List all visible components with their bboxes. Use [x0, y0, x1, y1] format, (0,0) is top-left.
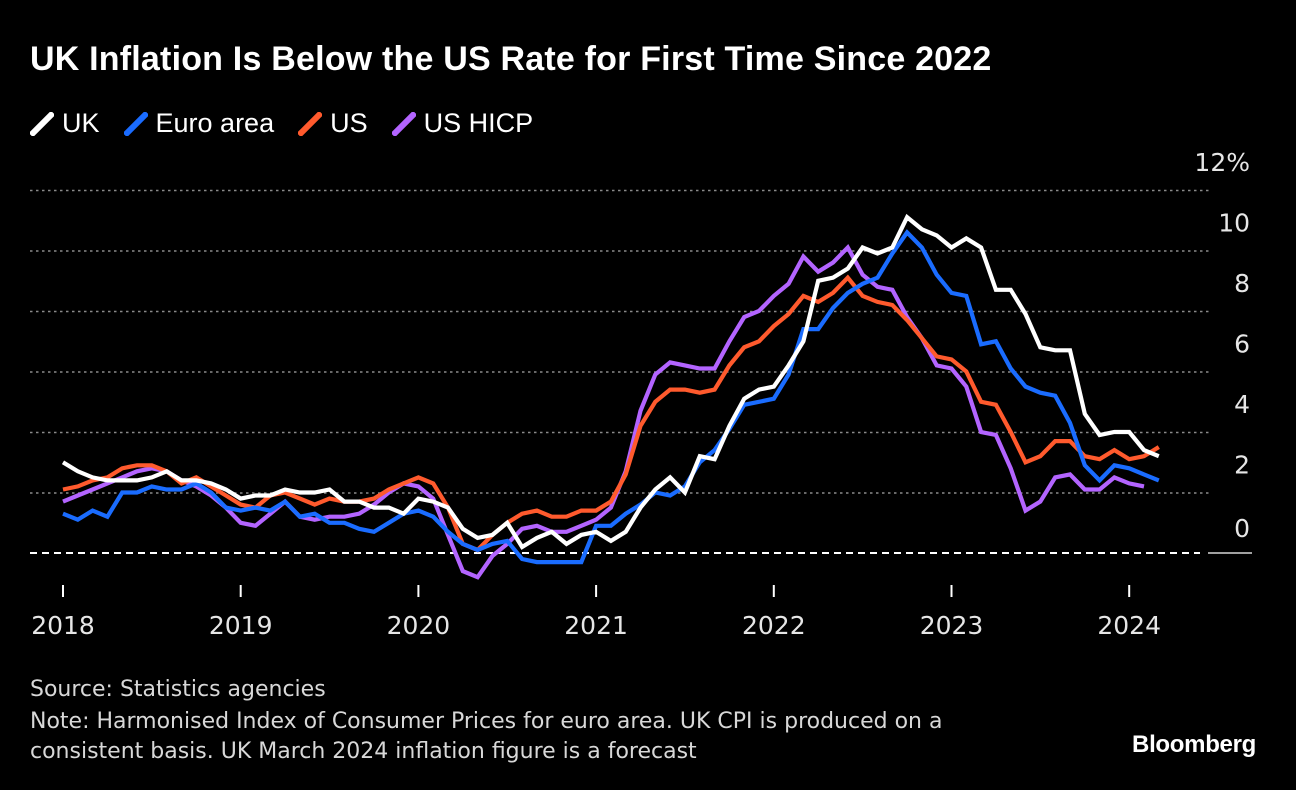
- legend-item-us: US: [298, 108, 368, 139]
- legend-item-us-hicp: US HICP: [391, 108, 534, 139]
- legend-swatch-uk: [30, 111, 54, 136]
- legend-item-uk: UK: [30, 108, 100, 139]
- note-text: Note: Harmonised Index of Consumer Price…: [30, 709, 943, 764]
- series-line-us: [62, 274, 1160, 553]
- y-tick-label-2: 2: [1234, 451, 1250, 480]
- series-line-euro-area: [62, 229, 1160, 565]
- x-tick-label-2019: 2019: [209, 611, 273, 640]
- legend-swatch-us: [298, 111, 323, 136]
- bloomberg-logo: Bloomberg: [1132, 731, 1256, 758]
- x-tick-label-2022: 2022: [742, 611, 806, 640]
- legend-swatch-us-hicp: [391, 111, 416, 136]
- source-text: Source: Statistics agencies: [30, 677, 326, 702]
- series-line-uk: [61, 213, 1160, 550]
- y-tick-label-10: 10: [1218, 209, 1250, 238]
- chart-title: UK Inflation Is Below the US Rate for Fi…: [30, 40, 992, 78]
- legend-item-euro-area: Euro area: [123, 108, 275, 139]
- x-tick-label-2021: 2021: [564, 611, 628, 640]
- y-tick-label-6: 6: [1234, 330, 1250, 359]
- series-line-us-hicp: [62, 244, 1145, 580]
- y-tick-label-8: 8: [1234, 269, 1250, 298]
- legend-swatch-euro-area: [123, 111, 148, 136]
- legend-label-euro-area: Euro area: [155, 108, 275, 138]
- x-tick-label-2023: 2023: [920, 611, 984, 640]
- x-tick-label-2018: 2018: [31, 611, 95, 640]
- legend-label-us: US: [330, 108, 368, 138]
- y-tick-label-0: 0: [1234, 514, 1250, 543]
- line-chart: 0 2 4 6 8 10 12% 2018 2019 2020 2021 2022 2023 2024: [30, 148, 1252, 640]
- legend: UK Euro area US US HICP: [30, 108, 557, 139]
- y-tick-label-12: 12%: [1194, 148, 1250, 177]
- legend-label-us-hicp: US HICP: [423, 108, 534, 138]
- legend-label-uk: UK: [62, 108, 100, 138]
- y-tick-label-4: 4: [1234, 390, 1250, 419]
- x-tick-label-2020: 2020: [387, 611, 451, 640]
- x-tick-label-2024: 2024: [1097, 611, 1161, 640]
